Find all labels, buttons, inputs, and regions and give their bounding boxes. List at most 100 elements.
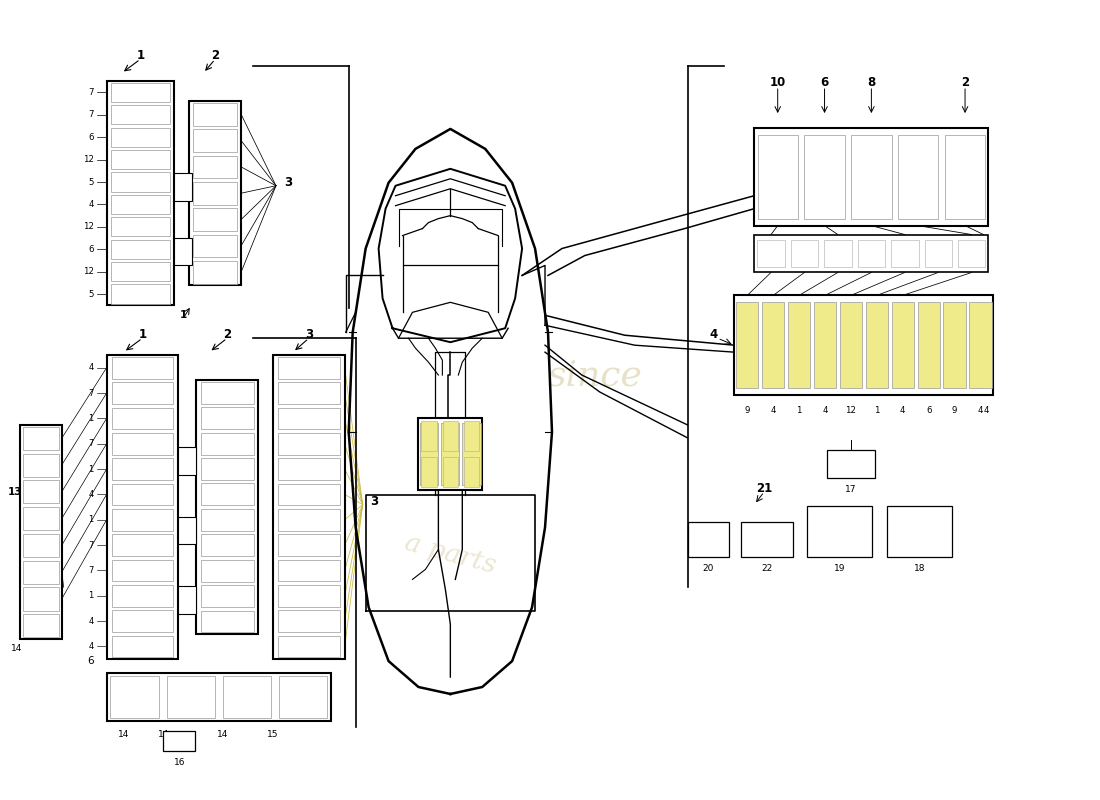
Bar (762, 302, 784, 388)
Bar (196, 380, 258, 634)
Bar (111, 240, 169, 259)
Bar (174, 238, 192, 266)
Text: 19: 19 (834, 565, 845, 574)
Bar (111, 407, 174, 430)
Bar (278, 407, 340, 430)
Bar (192, 155, 238, 178)
Bar (791, 239, 818, 267)
Text: 6: 6 (88, 245, 94, 254)
Text: 22: 22 (761, 565, 773, 574)
Text: 2: 2 (211, 49, 219, 62)
Bar (107, 81, 174, 306)
Text: 8: 8 (867, 76, 876, 89)
Bar (23, 454, 58, 477)
Bar (110, 676, 158, 718)
Text: 14: 14 (118, 730, 129, 739)
Bar (442, 421, 458, 451)
Bar (278, 534, 340, 556)
Bar (688, 522, 729, 558)
Text: 14: 14 (157, 730, 169, 739)
Text: since: since (548, 358, 642, 392)
Text: 17: 17 (845, 485, 857, 494)
Text: 12: 12 (82, 267, 94, 276)
Text: 15: 15 (267, 730, 278, 739)
Text: 7: 7 (88, 88, 94, 97)
Bar (944, 302, 966, 388)
Bar (858, 239, 886, 267)
Text: 1: 1 (88, 414, 94, 423)
Bar (192, 103, 238, 126)
Bar (111, 172, 169, 192)
Text: 4: 4 (88, 642, 94, 651)
Bar (174, 173, 192, 201)
Text: 5: 5 (88, 178, 94, 186)
Bar (23, 426, 58, 450)
Text: 7: 7 (88, 389, 94, 398)
Text: 12: 12 (82, 155, 94, 164)
Bar (23, 534, 58, 557)
Bar (200, 407, 254, 429)
Bar (788, 302, 811, 388)
Bar (421, 421, 437, 451)
Bar (192, 130, 238, 152)
Text: 1: 1 (88, 515, 94, 524)
Text: 7: 7 (88, 566, 94, 575)
Text: 4: 4 (900, 406, 905, 415)
Bar (420, 423, 438, 485)
Bar (278, 509, 340, 530)
Bar (827, 450, 875, 478)
Text: 4: 4 (88, 200, 94, 209)
Bar (111, 509, 174, 530)
Bar (23, 587, 58, 610)
Bar (758, 134, 798, 218)
Bar (222, 676, 271, 718)
Text: 1: 1 (179, 310, 187, 320)
Bar (851, 134, 891, 218)
Bar (192, 208, 238, 231)
Text: 12: 12 (846, 406, 857, 415)
Bar (278, 610, 340, 632)
Bar (111, 127, 169, 147)
Bar (23, 561, 58, 584)
Text: 1: 1 (136, 49, 144, 62)
Text: 3: 3 (371, 494, 378, 508)
Bar (111, 194, 169, 214)
Bar (111, 382, 174, 404)
Bar (278, 559, 340, 582)
Bar (898, 134, 938, 218)
Bar (755, 128, 989, 226)
Bar (824, 239, 851, 267)
Text: 14: 14 (218, 730, 229, 739)
Bar (755, 234, 989, 273)
Bar (925, 239, 952, 267)
Bar (111, 534, 174, 556)
Text: 6: 6 (87, 656, 94, 666)
Bar (200, 382, 254, 404)
Bar (462, 423, 481, 485)
Bar (804, 134, 845, 218)
Text: 1: 1 (796, 406, 802, 415)
Bar (111, 105, 169, 124)
Bar (178, 517, 196, 545)
Bar (464, 421, 480, 451)
Bar (192, 182, 238, 205)
Bar (23, 507, 58, 530)
Bar (111, 483, 174, 506)
Bar (200, 610, 254, 633)
Bar (163, 731, 195, 750)
Text: 20: 20 (703, 565, 714, 574)
Bar (111, 433, 174, 454)
Bar (892, 302, 914, 388)
Text: 4: 4 (978, 406, 983, 415)
Bar (111, 218, 169, 237)
Bar (200, 458, 254, 480)
Bar (969, 302, 991, 388)
Bar (111, 82, 169, 102)
Text: 6: 6 (926, 406, 932, 415)
Bar (278, 458, 340, 480)
Text: 7: 7 (88, 541, 94, 550)
Bar (200, 560, 254, 582)
Bar (891, 239, 918, 267)
Bar (278, 585, 340, 606)
Bar (278, 357, 340, 378)
